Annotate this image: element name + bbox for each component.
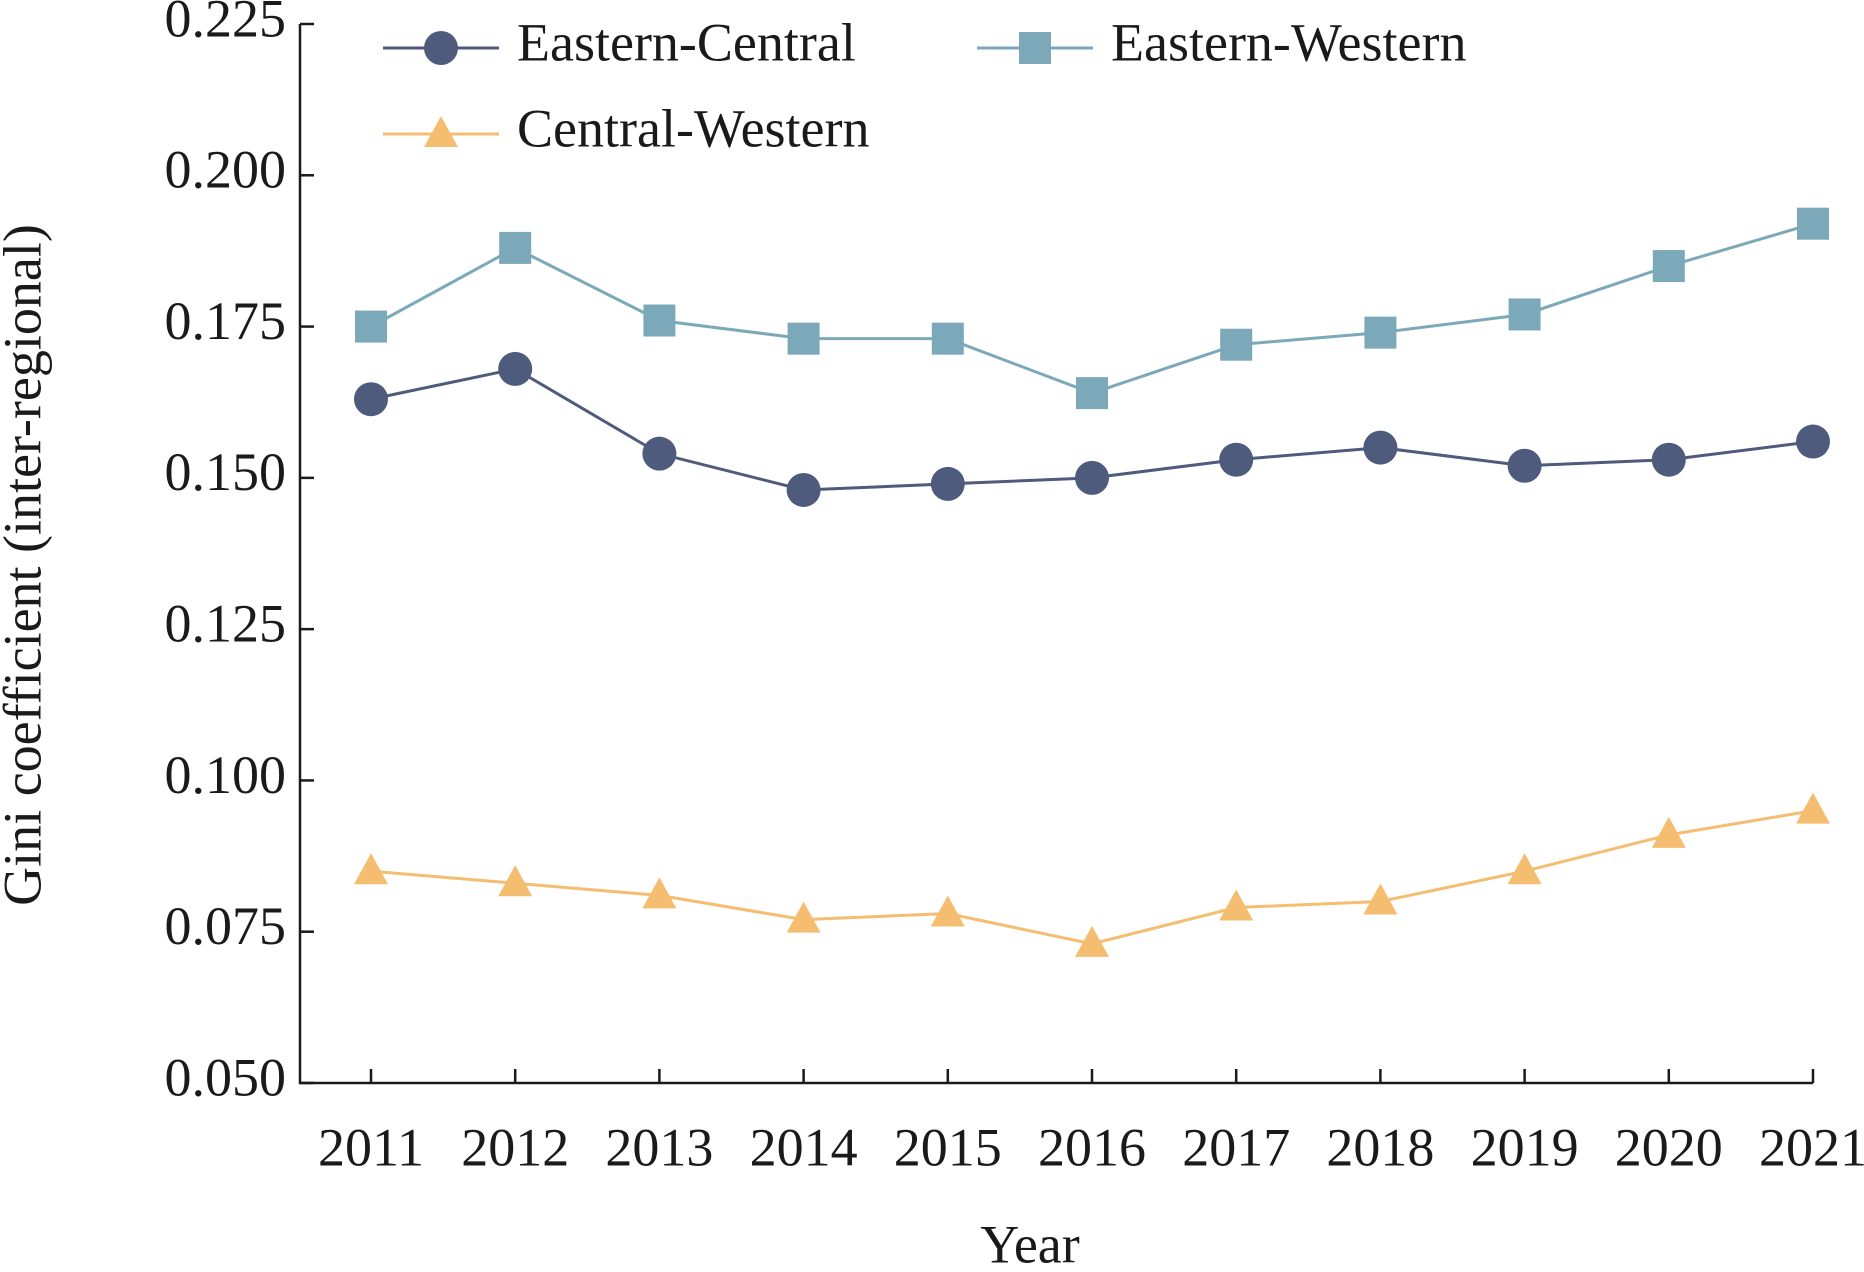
legend-label: Eastern-Central <box>517 12 856 72</box>
data-point <box>1219 889 1254 921</box>
data-point <box>1797 207 1829 240</box>
data-point <box>1652 250 1685 283</box>
y-tick-label: 0.150 <box>165 442 287 502</box>
x-tick-label: 2017 <box>1182 1117 1290 1177</box>
x-tick-label: 2018 <box>1326 1117 1434 1177</box>
x-tick-label: 2015 <box>894 1117 1002 1177</box>
axis-line <box>298 24 1813 1085</box>
x-tick-label: 2019 <box>1471 1117 1579 1177</box>
data-point <box>499 231 532 264</box>
data-point <box>1075 460 1109 495</box>
x-tick-label: 2014 <box>750 1117 858 1177</box>
data-point <box>643 304 676 337</box>
data-point <box>1651 816 1686 848</box>
data-point <box>354 853 388 885</box>
data-point <box>1508 298 1541 331</box>
x-tick-label: 2020 <box>1615 1117 1723 1177</box>
x-tick-label: 2012 <box>461 1117 569 1177</box>
y-tick-label: 0.225 <box>165 0 287 48</box>
y-tick-label: 0.175 <box>165 291 287 351</box>
data-point <box>354 382 388 417</box>
data-point <box>1076 377 1108 410</box>
x-tick-label: 2016 <box>1038 1117 1146 1177</box>
legend-marker <box>424 31 458 65</box>
legend-label: Eastern-Western <box>1111 12 1466 72</box>
x-tick-label: 2013 <box>605 1117 713 1177</box>
legend-marker <box>424 116 458 147</box>
data-point <box>1219 442 1254 477</box>
x-tick-label: 2021 <box>1759 1117 1864 1177</box>
data-point <box>786 901 821 933</box>
x-axis-title: Year <box>980 1214 1080 1272</box>
data-point <box>642 436 677 471</box>
data-point <box>1220 328 1253 361</box>
data-point <box>1507 853 1542 885</box>
data-point <box>930 895 965 927</box>
data-point <box>930 466 965 501</box>
data-point <box>1796 424 1830 459</box>
y-tick-label: 0.125 <box>165 594 287 654</box>
series-line <box>370 809 1814 946</box>
series-line <box>370 222 1814 395</box>
y-tick-label: 0.200 <box>165 140 287 200</box>
legend-label: Central-Western <box>517 98 870 158</box>
data-point <box>355 310 387 343</box>
data-point <box>1651 442 1686 477</box>
data-point <box>1507 448 1542 483</box>
x-tick-label: 2011 <box>318 1117 424 1177</box>
data-point <box>498 865 533 897</box>
data-point <box>498 351 533 386</box>
data-point <box>1796 792 1830 824</box>
legend-marker <box>1019 32 1051 64</box>
y-axis-title: Gini coefficient (inter-regional) <box>0 224 52 906</box>
y-tick-label: 0.050 <box>165 1047 287 1107</box>
data-point <box>1075 925 1109 957</box>
data-point <box>642 877 677 909</box>
data-point <box>786 472 821 507</box>
data-point <box>1364 316 1397 349</box>
data-point <box>1363 883 1398 915</box>
data-point <box>931 322 964 355</box>
y-tick-label: 0.100 <box>165 745 287 805</box>
data-point <box>787 322 820 355</box>
data-point <box>1363 430 1398 465</box>
y-tick-label: 0.075 <box>165 896 287 956</box>
